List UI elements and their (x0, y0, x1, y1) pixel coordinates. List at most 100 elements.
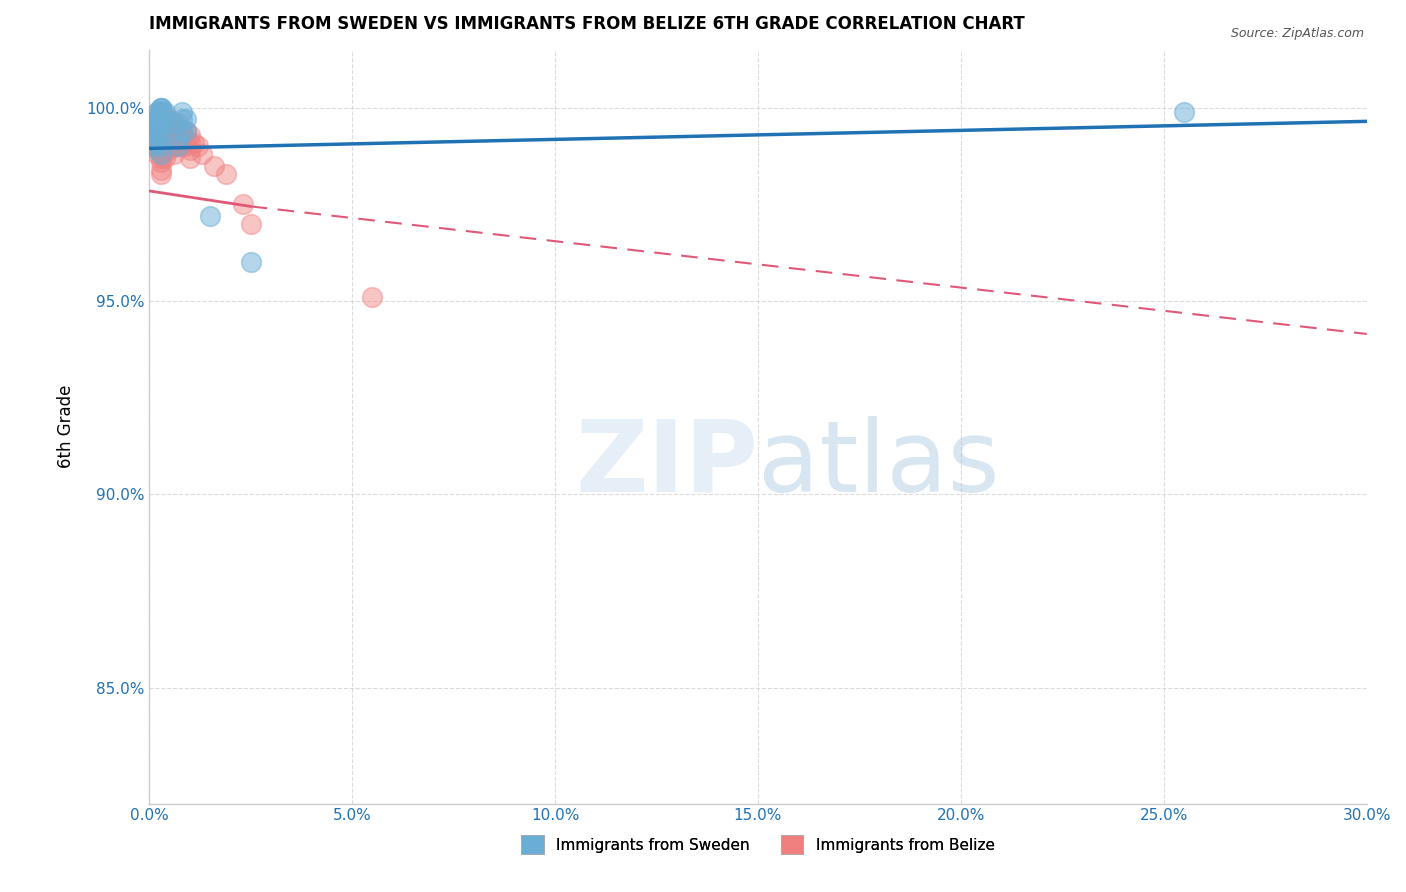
Point (146, 116, 169, 130)
Point (146, 147, 169, 161)
Point (159, 136, 181, 150)
Point (150, 116, 173, 130)
Legend: Immigrants from Sweden, Immigrants from Belize: Immigrants from Sweden, Immigrants from … (515, 830, 1001, 860)
Point (159, 128, 181, 142)
Y-axis label: 6th Grade: 6th Grade (58, 385, 75, 468)
Point (142, 120, 165, 135)
Point (150, 162, 173, 177)
Point (146, 128, 169, 142)
Point (155, 104, 177, 119)
Point (146, 139, 169, 153)
Point (146, 144, 169, 158)
Point (166, 132, 188, 146)
Point (215, 167, 238, 181)
Point (162, 147, 184, 161)
Point (162, 132, 184, 146)
Point (146, 128, 169, 142)
Point (150, 112, 173, 127)
Point (155, 112, 177, 127)
Point (150, 124, 173, 138)
Point (150, 151, 173, 165)
Point (231, 197, 253, 211)
Point (170, 112, 193, 127)
Text: Source: ZipAtlas.com: Source: ZipAtlas.com (1230, 27, 1364, 40)
Point (150, 128, 173, 142)
Point (183, 136, 205, 150)
Point (142, 120, 165, 135)
Text: ZIP: ZIP (575, 416, 758, 513)
Point (150, 155, 173, 169)
Point (170, 104, 193, 119)
Text: atlas: atlas (758, 416, 1000, 513)
Point (179, 128, 201, 142)
Point (166, 116, 188, 130)
Point (170, 139, 193, 153)
Point (146, 136, 169, 150)
Point (202, 159, 225, 173)
Point (159, 120, 181, 135)
Point (1173, 104, 1195, 119)
Point (142, 116, 165, 130)
Point (150, 104, 173, 119)
Point (191, 147, 214, 161)
Point (142, 112, 165, 127)
Point (155, 116, 177, 130)
Point (150, 120, 173, 135)
Point (150, 109, 173, 123)
Point (162, 116, 184, 130)
Point (150, 101, 173, 115)
Point (146, 104, 169, 119)
Point (174, 112, 197, 127)
Point (174, 124, 197, 138)
Point (146, 136, 169, 150)
Point (142, 136, 165, 150)
Point (150, 144, 173, 158)
Point (155, 109, 177, 123)
Point (170, 124, 193, 138)
Point (155, 132, 177, 146)
Point (162, 139, 184, 153)
Point (239, 255, 262, 269)
Point (150, 109, 173, 123)
Point (150, 124, 173, 138)
Point (239, 217, 262, 231)
Point (150, 101, 173, 115)
Point (150, 132, 173, 146)
Point (179, 144, 201, 158)
Point (155, 116, 177, 130)
Point (150, 132, 173, 146)
Point (146, 112, 169, 127)
Point (146, 104, 169, 119)
Point (150, 112, 173, 127)
Point (170, 124, 193, 138)
Point (174, 139, 197, 153)
Point (155, 136, 177, 150)
Text: IMMIGRANTS FROM SWEDEN VS IMMIGRANTS FROM BELIZE 6TH GRADE CORRELATION CHART: IMMIGRANTS FROM SWEDEN VS IMMIGRANTS FRO… (149, 15, 1025, 33)
Point (174, 132, 197, 146)
Point (142, 124, 165, 138)
Point (155, 151, 177, 165)
Point (146, 120, 169, 135)
Point (150, 139, 173, 153)
Point (170, 132, 193, 146)
Point (159, 112, 181, 127)
Point (150, 101, 173, 115)
Point (142, 128, 165, 142)
Point (146, 112, 169, 127)
Point (166, 132, 188, 146)
Point (166, 124, 188, 138)
Point (155, 124, 177, 138)
Point (159, 144, 181, 158)
Point (150, 139, 173, 153)
Point (162, 116, 184, 130)
Point (198, 209, 221, 223)
Point (146, 124, 169, 138)
Point (162, 124, 184, 138)
Point (166, 139, 188, 153)
Point (150, 167, 173, 181)
Point (150, 104, 173, 119)
Point (142, 139, 165, 153)
Point (187, 139, 209, 153)
Point (361, 290, 384, 304)
Point (166, 139, 188, 153)
